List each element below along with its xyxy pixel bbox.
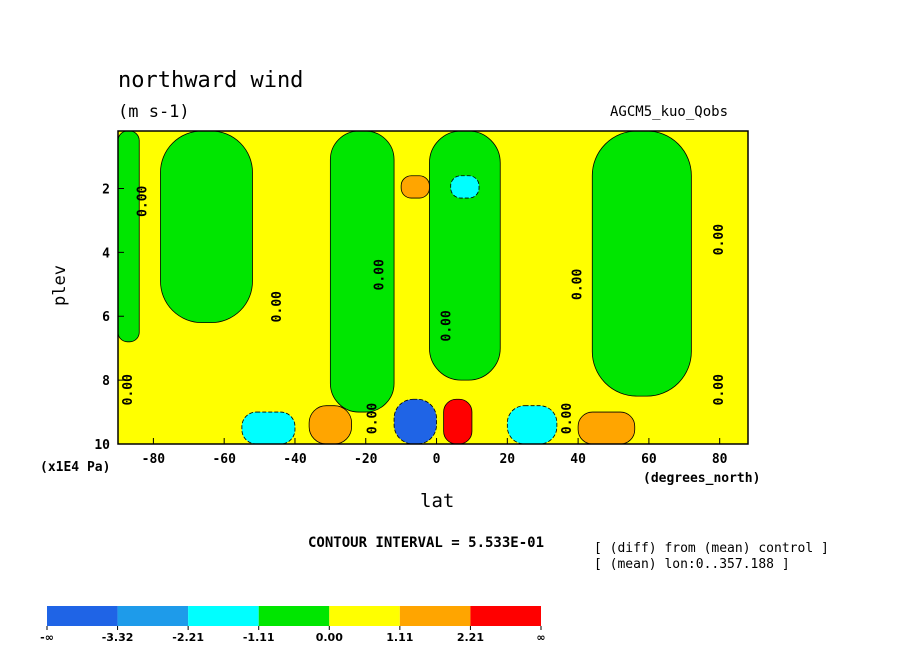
colorbar-swatch (188, 606, 259, 626)
colorbar-swatch (47, 606, 118, 626)
colorbar-label: -2.21 (172, 631, 204, 644)
y-tick-label: 2 (102, 182, 110, 197)
x-axis-units: (degrees_north) (643, 471, 761, 486)
contour-region-4 (591, 130, 692, 397)
colorbar-label: 1.11 (386, 631, 413, 644)
y-axis-ticks: 2 4 6 8 10 (94, 182, 124, 453)
note-mean-lon: [ (mean) lon:0..357.188 ] (594, 557, 790, 572)
x-tick-label: -80 (142, 452, 166, 467)
contour-label-2: 0.00 (270, 291, 285, 322)
x-axis-label: lat (420, 490, 455, 512)
colorbar-label: 2.21 (457, 631, 484, 644)
x-tick-label: -40 (283, 452, 307, 467)
contour-region-0 (117, 130, 140, 343)
colorbar-label: -∞ (40, 631, 54, 644)
colorbar-label: ∞ (536, 631, 545, 644)
y-tick-label: 6 (102, 310, 110, 325)
colorbar-label: -1.11 (243, 631, 275, 644)
colorbar-label: -3.32 (102, 631, 134, 644)
y-tick-label: 8 (102, 374, 110, 389)
colorbar-swatch (117, 606, 189, 626)
contour-region-9 (308, 405, 352, 445)
x-tick-label: 0 (433, 452, 441, 467)
x-tick-label: 40 (570, 452, 586, 467)
y-axis-units: (x1E4 Pa) (40, 460, 111, 475)
contour-label-8: 0.00 (712, 224, 727, 255)
note-diff: [ (diff) from (mean) control ] (594, 541, 829, 556)
contour-region-3 (429, 130, 501, 381)
contour-label-0: 0.00 (135, 185, 150, 216)
x-tick-label: 20 (499, 452, 515, 467)
contour-label-1: 0.00 (121, 374, 136, 405)
x-tick-label: -20 (354, 452, 378, 467)
experiment-label: AGCM5_kuo_Qobs (610, 104, 729, 120)
contour-region-12 (400, 175, 430, 199)
chart-units: (m s-1) (118, 102, 190, 122)
x-tick-label: 80 (712, 452, 728, 467)
contour-label-6: 0.00 (560, 403, 575, 434)
plot-frame (117, 130, 749, 445)
chart-title: northward wind (118, 68, 304, 93)
y-tick-label: 4 (102, 246, 110, 261)
contour-regions (117, 130, 692, 445)
contour-label-9: 0.00 (712, 374, 727, 405)
contour-region-8 (450, 175, 480, 199)
y-tick-label: 10 (94, 438, 110, 453)
contour-label-7: 0.00 (571, 268, 586, 299)
colorbar-label: 0.00 (316, 631, 343, 644)
contour-region-7 (506, 405, 558, 445)
contour-labels: 0.00 0.00 0.00 0.00 0.00 0.00 0.00 0.00 0.00 0.00 (121, 185, 727, 434)
contour-interval: CONTOUR INTERVAL = 5.533E-01 (308, 535, 545, 551)
contour-region-5 (241, 411, 296, 445)
contour-region-1 (160, 130, 253, 324)
contour-label-5: 0.00 (440, 310, 455, 341)
contour-region-6 (393, 398, 437, 445)
contour-label-3: 0.00 (372, 259, 387, 290)
colorbar-swatch (399, 606, 471, 626)
x-tick-label: 60 (641, 452, 657, 467)
x-axis-ticks: -80 -60 -40 -20 0 20 40 60 80 (142, 438, 728, 467)
contour-label-4: 0.00 (365, 403, 380, 434)
contour-region-10 (443, 398, 473, 445)
x-tick-label: -60 (212, 452, 236, 467)
colorbar-swatch (470, 606, 541, 626)
contour-region-11 (577, 411, 636, 445)
colorbar-swatch (329, 606, 400, 626)
colorbar: -∞ -3.32 -2.21 -1.11 0.00 1.11 2.21 ∞ (40, 606, 546, 644)
colorbar-swatch (258, 606, 330, 626)
